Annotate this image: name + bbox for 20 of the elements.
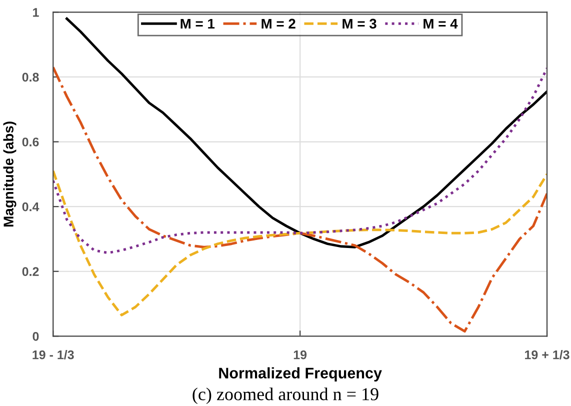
x-tick-label: 19 - 1/3 — [32, 350, 74, 360]
legend-label: M = 4 — [424, 18, 458, 28]
line-series — [53, 170, 548, 316]
line-series — [53, 66, 548, 254]
text: (c) zoomed around n = 19 — [192, 388, 378, 404]
legend-label: M = 3 — [342, 18, 376, 29]
y-tick-label: 0.8 — [22, 72, 39, 82]
line-series — [53, 66, 548, 333]
y-tick-label: 0.6 — [22, 138, 39, 146]
legend-label: M = 2 — [262, 18, 296, 28]
x-tick-label: 19 + 1/3 — [525, 350, 570, 360]
y-tick-label: 1 — [33, 8, 39, 17]
x-axis-title: Normalized Frequency — [219, 367, 382, 382]
x-tick-label: 19 — [294, 350, 307, 360]
y-tick-label: 0 — [32, 332, 39, 341]
y-axis-title: Magnitude (abs) — [3, 122, 16, 226]
y-tick-label: 0.4 — [22, 202, 40, 212]
y-tick-label: 0.2 — [22, 267, 39, 276]
line-series — [66, 17, 548, 248]
legend-label: M = 1 — [180, 18, 215, 28]
